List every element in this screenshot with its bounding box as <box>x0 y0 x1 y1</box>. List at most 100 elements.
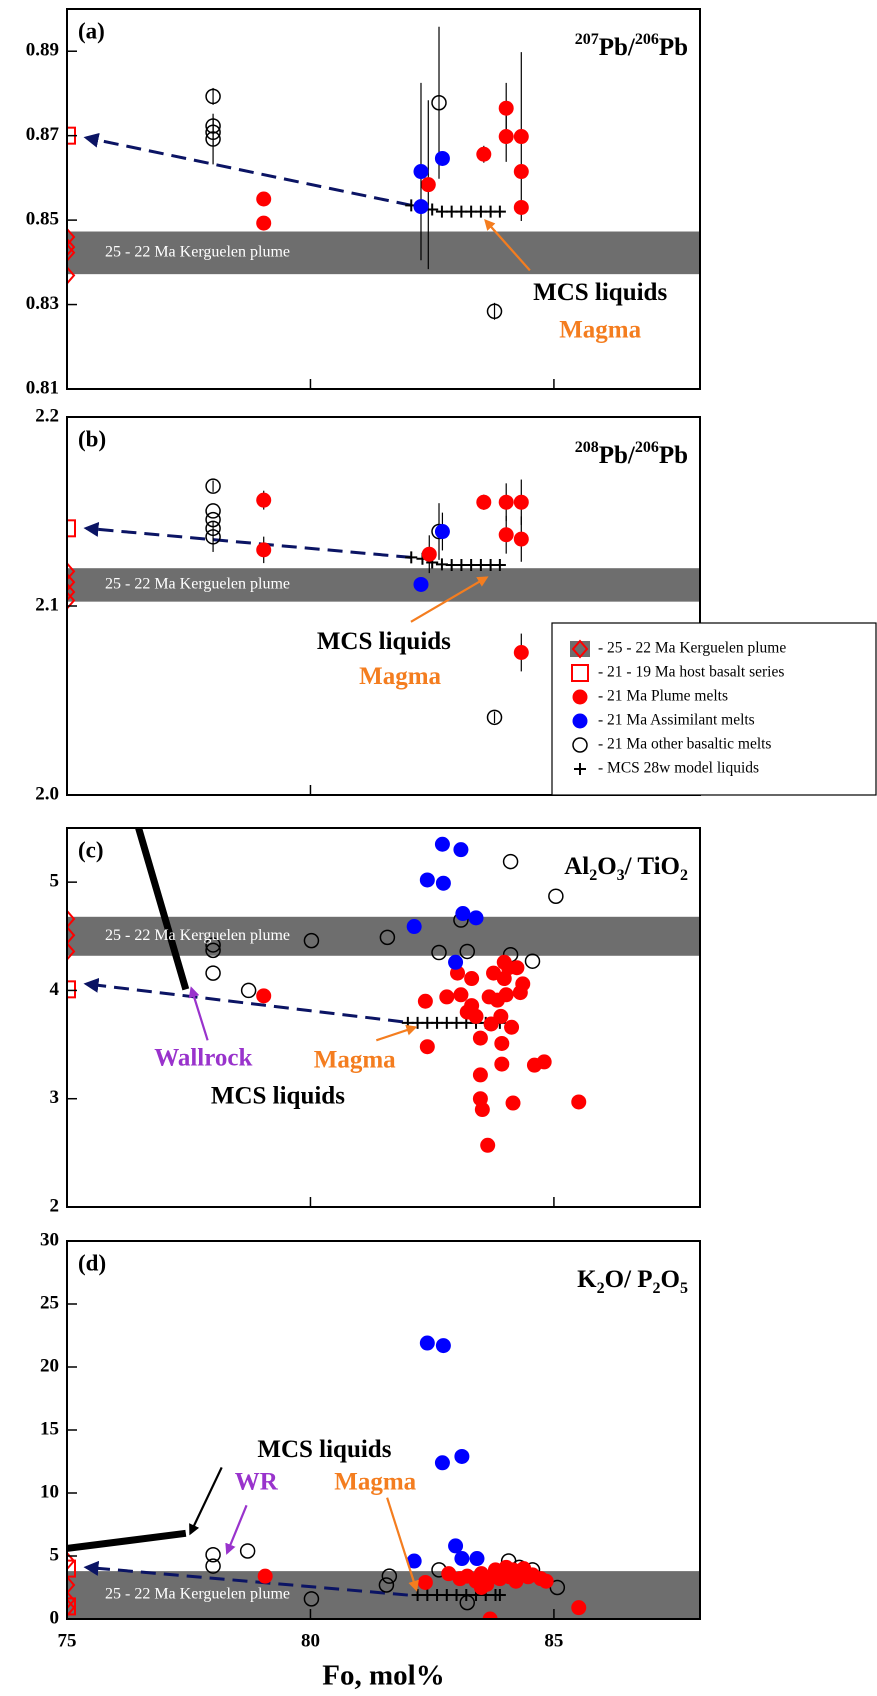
data-point <box>454 1448 470 1464</box>
trend-line <box>83 1560 408 1597</box>
annotation: Magma <box>314 1047 396 1074</box>
y-tick-label: 5 <box>50 1544 60 1565</box>
data-point <box>549 1579 566 1596</box>
legend-label: - 21 Ma Plume melts <box>598 688 728 705</box>
data-point <box>67 1551 76 1571</box>
annotation-arrow <box>225 1504 248 1555</box>
x-tick-label: 80 <box>301 1630 320 1651</box>
data-point <box>459 943 476 960</box>
data-point <box>419 872 435 888</box>
data-point <box>571 1094 587 1110</box>
band-label: 25 - 22 Ma Kerguelen plume <box>105 244 290 261</box>
data-point <box>417 993 433 1009</box>
annotation: MCS liquids <box>257 1436 391 1463</box>
ratio-part: Pb/ <box>599 442 636 469</box>
data-point <box>498 527 514 543</box>
data-point <box>513 644 529 660</box>
ratio-part: O <box>661 1266 680 1293</box>
data-point <box>464 971 480 987</box>
ratio-part: Pb/ <box>599 34 636 61</box>
data-point <box>67 1575 76 1595</box>
ratio-label: Al2O3/ TiO2 <box>564 853 688 884</box>
data-point <box>434 836 450 852</box>
data-point <box>473 1580 489 1595</box>
data-point <box>435 1338 451 1354</box>
data-point <box>239 1543 256 1559</box>
y-tick-label: 0.81 <box>26 377 59 398</box>
legend-marker <box>571 639 589 659</box>
plume-band <box>67 231 700 275</box>
data-point <box>303 932 320 949</box>
ratio-label: K2O/ P2O5 <box>577 1266 688 1297</box>
data-point <box>417 1574 433 1590</box>
data-point <box>469 1551 485 1567</box>
data-point <box>67 519 76 538</box>
data-point <box>476 146 492 162</box>
wallrock-line <box>135 828 190 991</box>
trend-line <box>83 132 412 207</box>
data-point <box>431 94 447 111</box>
data-point <box>459 1594 476 1611</box>
data-point <box>421 546 437 562</box>
plot-area <box>67 26 700 320</box>
legend-marker <box>571 664 589 682</box>
ratio-part: Pb <box>659 34 688 61</box>
annotation-arrow <box>410 576 489 623</box>
annotation: MCS liquids <box>211 1082 345 1109</box>
data-point <box>494 1056 510 1072</box>
data-point <box>67 1598 76 1618</box>
data-point <box>205 1546 221 1563</box>
data-point <box>205 965 221 981</box>
ratio-label: 207Pb/206Pb <box>575 31 688 61</box>
y-tick-label: 3 <box>50 1087 60 1108</box>
data-point <box>482 1611 498 1619</box>
data-point <box>571 1600 587 1616</box>
annotation: Magma <box>359 663 441 690</box>
data-point <box>67 1597 76 1616</box>
data-point <box>494 1035 510 1051</box>
data-point <box>67 941 76 961</box>
trend-line <box>83 521 412 559</box>
ratio-label: 208Pb/206Pb <box>575 439 688 469</box>
data-point <box>476 494 492 510</box>
annotation-arrow <box>188 986 209 1041</box>
legend-marker <box>572 737 588 753</box>
data-point <box>513 494 529 510</box>
data-point <box>420 177 436 193</box>
data-point <box>513 164 529 180</box>
annotation: Magma <box>334 1468 416 1495</box>
data-point <box>435 875 451 891</box>
data-point <box>502 853 519 870</box>
data-point <box>67 909 76 929</box>
data-point <box>256 542 272 558</box>
annotation-arrow <box>386 1497 419 1592</box>
annotation: WR <box>235 1468 279 1495</box>
data-point <box>538 1573 554 1589</box>
band-label: 25 - 22 Ma Kerguelen plume <box>105 927 290 944</box>
data-point <box>498 494 514 510</box>
y-tick-label: 10 <box>40 1481 59 1502</box>
data-point <box>257 1568 273 1584</box>
ratio-part: 3 <box>617 867 625 884</box>
data-point <box>405 551 418 564</box>
data-point <box>378 1577 395 1593</box>
data-point <box>205 529 221 545</box>
panel-label: (b) <box>78 426 106 451</box>
data-point <box>455 906 471 922</box>
data-point <box>205 942 221 959</box>
y-tick-label: 2.0 <box>35 783 59 804</box>
data-point <box>513 129 529 145</box>
y-tick-label: 4 <box>50 979 60 1000</box>
y-tick-label: 25 <box>40 1292 59 1313</box>
annotation-arrow <box>189 1466 223 1536</box>
data-point <box>413 576 429 592</box>
data-point <box>67 925 76 945</box>
ratio-part: 208 <box>575 439 599 456</box>
annotation-arrow <box>484 218 531 272</box>
data-point <box>468 910 484 926</box>
data-point <box>67 591 76 611</box>
plot-frame <box>66 1240 701 1620</box>
ratio-part: O <box>597 853 616 880</box>
x-tick-label: 85 <box>544 1630 563 1651</box>
